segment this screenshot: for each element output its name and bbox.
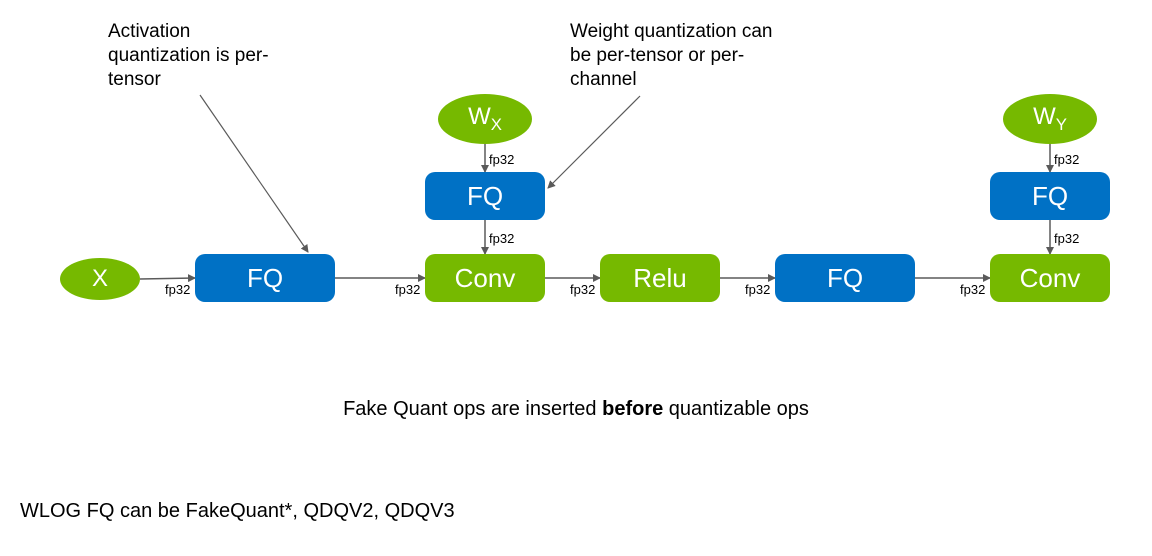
node-FQw1: FQ [425,172,545,220]
node-label-Conv2: Conv [1020,263,1081,294]
node-label-FQw2: FQ [1032,181,1068,212]
footnote-text: WLOG FQ can be FakeQuant*, QDQV2, QDQV3 [20,500,455,523]
diagram-canvas: X FQ WX FQ Conv Relu FQ WY FQ Conv fp32 fp32 fp32 fp… [0,0,1152,556]
caption-prefix: Fake Quant ops are inserted [343,398,602,420]
node-label-FQ1: FQ [247,263,283,294]
weight-annot: Weight quantization canbe per-tensor or … [570,20,830,91]
node-Conv1: Conv [425,254,545,302]
weight-annot-arrow [548,96,640,188]
node-label-FQw1: FQ [467,181,503,212]
node-FQw2: FQ [990,172,1110,220]
act-annot: Activationquantization is per-tensor [108,20,328,91]
node-WY: WY [1003,94,1097,144]
node-label-Relu: Relu [633,263,686,294]
edge-label-FQw2-Conv2: fp32 [1054,231,1079,246]
edge-label-FQ1-Conv1: fp32 [395,282,420,297]
edge-label-FQ2-Conv2: fp32 [960,282,985,297]
node-label-FQ2: FQ [827,263,863,294]
caption-bold: before [602,398,663,420]
node-WX: WX [438,94,532,144]
node-label-WY: WY [1033,103,1067,135]
node-label-Conv1: Conv [455,263,516,294]
caption-suffix: quantizable ops [663,398,809,420]
node-X: X [60,258,140,300]
node-FQ1: FQ [195,254,335,302]
edge-X-FQ1 [140,278,195,279]
edge-label-WX-FQw1: fp32 [489,152,514,167]
node-Conv2: Conv [990,254,1110,302]
node-Relu: Relu [600,254,720,302]
edge-label-X-FQ1: fp32 [165,282,190,297]
caption-text: Fake Quant ops are inserted before quant… [0,398,1152,421]
edge-label-Relu-FQ2: fp32 [745,282,770,297]
edge-label-WY-FQw2: fp32 [1054,152,1079,167]
node-label-WX: WX [468,103,502,135]
act-annot-arrow [200,95,308,252]
node-label-X: X [92,265,108,293]
node-FQ2: FQ [775,254,915,302]
edge-label-Conv1-Relu: fp32 [570,282,595,297]
edge-label-FQw1-Conv1: fp32 [489,231,514,246]
